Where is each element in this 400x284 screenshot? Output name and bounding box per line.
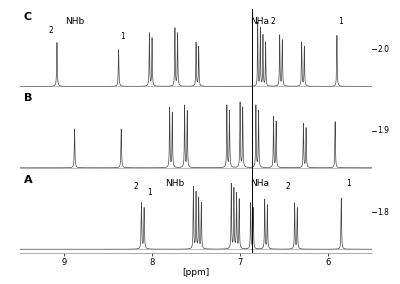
Text: B: B bbox=[24, 93, 32, 103]
Text: 2: 2 bbox=[285, 182, 290, 191]
Text: NHb: NHb bbox=[165, 179, 184, 189]
Text: C: C bbox=[24, 12, 32, 22]
Text: NHa: NHa bbox=[250, 17, 269, 26]
Text: 1: 1 bbox=[338, 17, 343, 26]
Text: 2: 2 bbox=[134, 182, 138, 191]
Text: 1: 1 bbox=[147, 188, 152, 197]
Text: 2.0: 2.0 bbox=[378, 45, 390, 54]
Text: NHb: NHb bbox=[65, 17, 84, 26]
Text: 2: 2 bbox=[271, 17, 276, 26]
Text: 1.8: 1.8 bbox=[378, 208, 390, 217]
Text: A: A bbox=[24, 175, 32, 185]
Text: 1: 1 bbox=[120, 32, 124, 41]
Text: 2: 2 bbox=[48, 26, 53, 35]
Text: NHa: NHa bbox=[250, 179, 269, 189]
X-axis label: [ppm]: [ppm] bbox=[182, 268, 210, 277]
Text: 1.9: 1.9 bbox=[378, 126, 390, 135]
Text: 1: 1 bbox=[346, 179, 351, 188]
